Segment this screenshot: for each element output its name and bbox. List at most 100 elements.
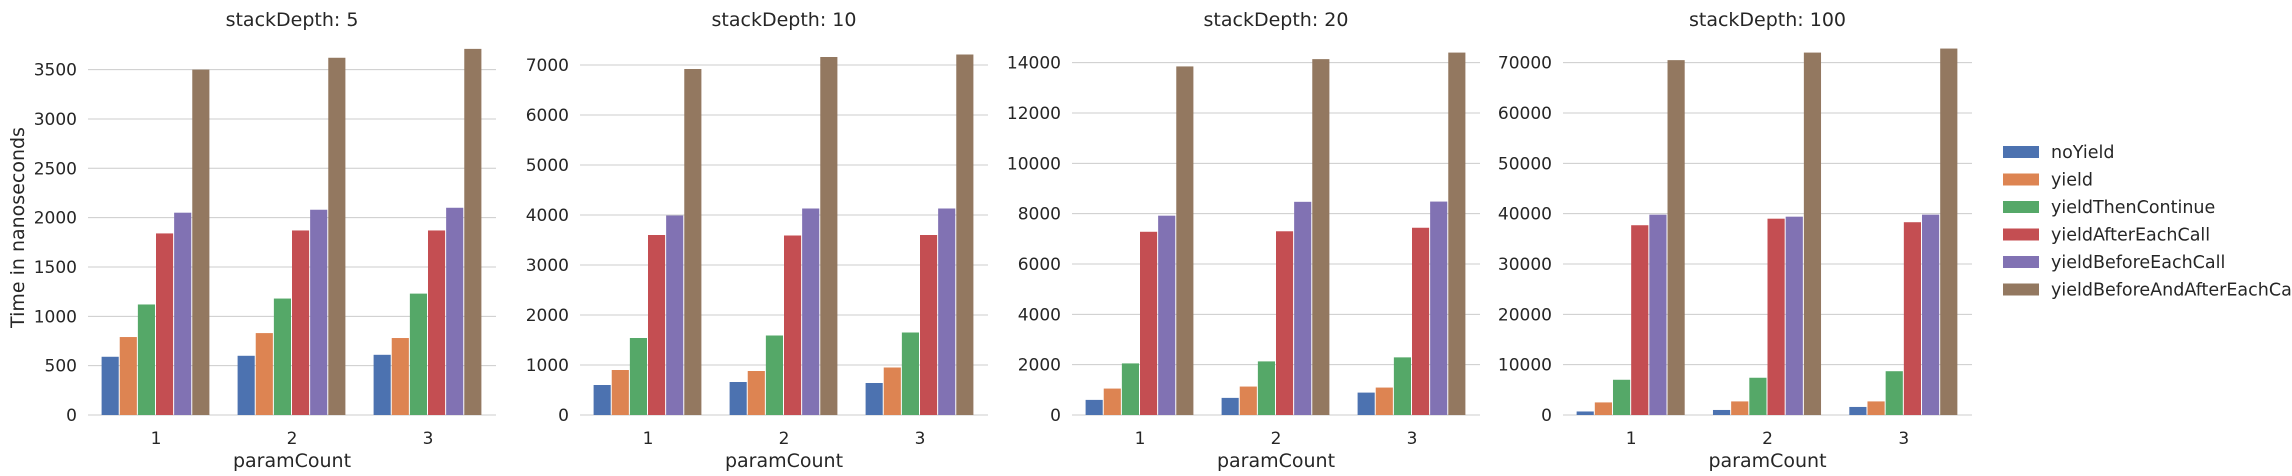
y-tick-label: 500 <box>45 357 77 377</box>
bar-yieldBeforeEachCall-3 <box>1922 214 1940 415</box>
legend-label: yield <box>2051 171 2093 191</box>
bar-yieldBeforeEachCall-1 <box>1649 214 1667 415</box>
bar-yieldAfterEachCall-1 <box>1631 225 1649 415</box>
legend-swatch-yieldBeforeAndAfterEachCall <box>2003 283 2039 296</box>
bar-yieldThenContinue-1 <box>137 304 155 415</box>
bar-yieldThenContinue-3 <box>409 293 427 415</box>
bar-yieldThenContinue-2 <box>765 335 783 415</box>
y-tick-label: 14000 <box>1007 54 1061 74</box>
bar-yieldThenContinue-2 <box>273 298 291 415</box>
panel-4: 0 10000 20000 30000 40000 50000 60000 70000 1 2 3 p… <box>1498 9 1972 472</box>
bar-yieldThenContinue-1 <box>1612 379 1631 415</box>
x-tick-label: 2 <box>287 429 298 449</box>
bar-yield-2 <box>747 371 765 415</box>
bar-noYield-3 <box>373 354 391 415</box>
bar-yieldAfterEachCall-2 <box>784 235 802 415</box>
bar-yieldThenContinue-3 <box>901 332 919 415</box>
bar-yieldBeforeAndAfterEachCall-1 <box>1176 66 1194 415</box>
bar-yieldBeforeAndAfterEachCall-3 <box>956 54 974 415</box>
bar-yield-3 <box>1375 387 1393 415</box>
x-tick-label: 1 <box>1135 429 1146 449</box>
bar-yieldBeforeEachCall-2 <box>802 208 820 415</box>
y-tick-label: 6000 <box>526 106 569 126</box>
x-tick-label: 2 <box>1271 429 1282 449</box>
panel-title: stackDepth: 100 <box>1689 9 1846 31</box>
panel-2: 0 1000 2000 3000 4000 5000 6000 7000 1 2 3 paramCou… <box>526 9 988 472</box>
y-tick-label: 12000 <box>1007 104 1061 124</box>
bar-yieldAfterEachCall-2 <box>1767 218 1785 415</box>
bar-yieldBeforeEachCall-3 <box>1430 201 1448 415</box>
y-tick-label: 6000 <box>1018 255 1061 275</box>
y-tick-label: 0 <box>66 406 77 426</box>
y-tick-label: 0 <box>558 406 569 426</box>
legend-label: yieldBeforeEachCall <box>2051 253 2225 273</box>
y-tick-label: 2000 <box>526 306 569 326</box>
bar-yieldBeforeEachCall-2 <box>1785 216 1803 415</box>
x-tick-label: 3 <box>423 429 434 449</box>
bar-yield-3 <box>883 367 901 415</box>
bar-yieldBeforeAndAfterEachCall-2 <box>328 57 346 416</box>
bar-yieldBeforeEachCall-2 <box>1294 201 1312 415</box>
bar-noYield-2 <box>1712 409 1731 415</box>
bar-yield-1 <box>119 337 137 415</box>
panel-title: stackDepth: 20 <box>1204 9 1349 31</box>
bar-yield-2 <box>255 333 273 415</box>
x-axis-label: paramCount <box>1217 450 1335 472</box>
y-tick-label: 0 <box>1541 406 1552 426</box>
bar-yieldBeforeEachCall-3 <box>446 207 464 415</box>
y-tick-label: 2000 <box>1018 356 1061 376</box>
y-tick-label: 0 <box>1050 406 1061 426</box>
panel-title: stackDepth: 10 <box>712 9 857 31</box>
bar-yieldAfterEachCall-1 <box>648 235 666 415</box>
x-axis-label: paramCount <box>1708 450 1826 472</box>
legend-label: yieldAfterEachCall <box>2051 226 2210 246</box>
x-tick-label: 3 <box>1898 429 1909 449</box>
y-tick-label: 30000 <box>1498 255 1552 275</box>
panel-title: stackDepth: 5 <box>226 9 359 31</box>
x-tick-label: 3 <box>915 429 926 449</box>
bar-yieldThenContinue-2 <box>1257 361 1275 415</box>
y-tick-label: 7000 <box>526 56 569 76</box>
bar-yieldAfterEachCall-3 <box>920 235 938 415</box>
x-tick-label: 1 <box>1626 429 1637 449</box>
bar-yieldThenContinue-2 <box>1749 377 1767 415</box>
y-tick-label: 1500 <box>34 258 77 278</box>
bar-yieldBeforeAndAfterEachCall-3 <box>1448 52 1466 415</box>
y-tick-label: 3500 <box>34 61 77 81</box>
bar-noYield-1 <box>1576 411 1594 415</box>
y-tick-label: 60000 <box>1498 104 1552 124</box>
x-tick-label: 2 <box>779 429 790 449</box>
bar-yieldBeforeAndAfterEachCall-3 <box>464 48 482 415</box>
bar-yieldAfterEachCall-1 <box>1140 231 1158 415</box>
bar-yieldBeforeAndAfterEachCall-2 <box>1803 52 1822 415</box>
bar-yieldBeforeEachCall-1 <box>174 212 192 415</box>
bar-yieldBeforeAndAfterEachCall-3 <box>1940 48 1958 416</box>
legend-swatch-yieldAfterEachCall <box>2003 228 2039 241</box>
y-tick-label: 4000 <box>1018 305 1061 325</box>
x-tick-label: 2 <box>1762 429 1773 449</box>
bar-yieldThenContinue-1 <box>629 338 647 415</box>
bar-noYield-1 <box>1085 399 1103 415</box>
legend-swatch-yield <box>2003 173 2039 186</box>
legend-swatch-yieldThenContinue <box>2003 201 2039 213</box>
x-tick-label: 3 <box>1407 429 1418 449</box>
legend-label: noYield <box>2051 143 2114 163</box>
y-tick-label: 70000 <box>1498 54 1552 74</box>
panel-3: 0 2000 4000 6000 8000 10000 12000 14000 1 2 3 param… <box>1007 9 1480 472</box>
x-tick-label: 1 <box>643 429 654 449</box>
bar-yieldThenContinue-3 <box>1393 357 1411 415</box>
y-tick-label: 2000 <box>34 209 77 229</box>
bar-yieldAfterEachCall-3 <box>428 230 446 415</box>
bar-yieldBeforeEachCall-2 <box>310 209 328 415</box>
panel-1: 0 500 1000 1500 2000 2500 3000 3500 1 2 3 paramCoun… <box>7 9 496 472</box>
y-tick-label: 1000 <box>34 307 77 327</box>
bar-yieldAfterEachCall-1 <box>156 233 174 415</box>
bar-yieldBeforeAndAfterEachCall-1 <box>684 69 702 415</box>
bar-yieldBeforeAndAfterEachCall-2 <box>820 57 838 415</box>
legend-swatch-noYield <box>2003 146 2039 158</box>
bar-noYield-1 <box>101 356 119 415</box>
bar-yieldAfterEachCall-2 <box>292 230 310 415</box>
y-tick-label: 40000 <box>1498 205 1552 225</box>
y-tick-label: 10000 <box>1498 356 1552 376</box>
